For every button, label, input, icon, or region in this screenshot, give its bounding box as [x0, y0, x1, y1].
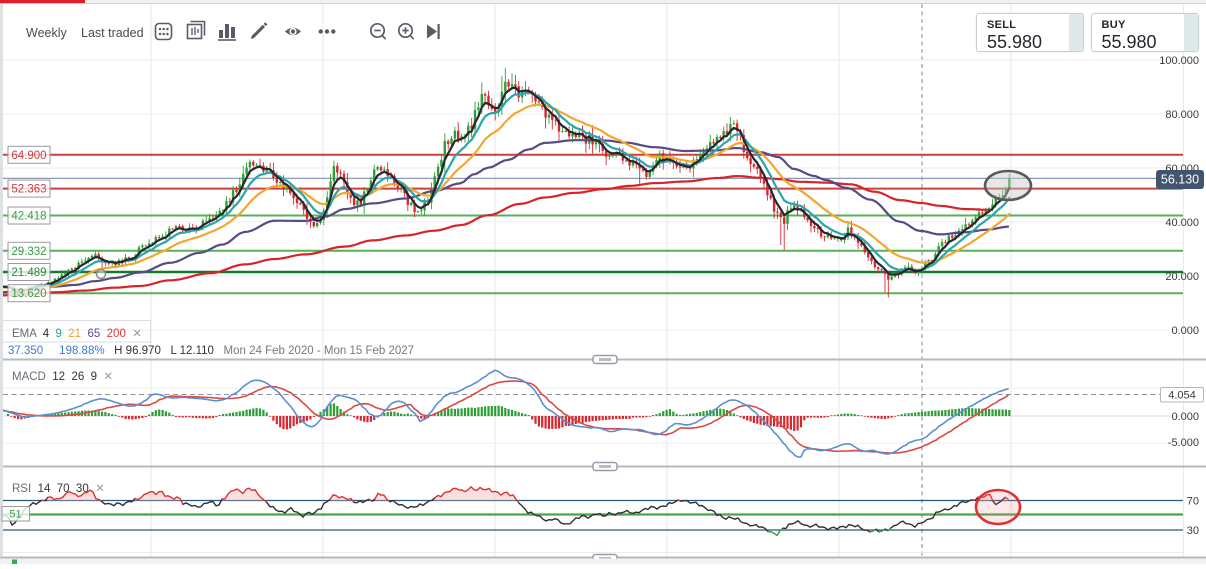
svg-text:29.332: 29.332	[11, 246, 46, 258]
svg-text:20.000: 20.000	[1165, 271, 1199, 283]
svg-text:80.000: 80.000	[1165, 109, 1199, 121]
svg-text:-5.000: -5.000	[1168, 437, 1199, 449]
svg-text:4.054: 4.054	[1168, 390, 1196, 402]
svg-text:52.363: 52.363	[11, 184, 46, 196]
svg-text:21.489: 21.489	[11, 267, 46, 279]
svg-text:70: 70	[1187, 495, 1199, 507]
svg-text:13.620: 13.620	[11, 288, 46, 300]
svg-text:64.900: 64.900	[11, 150, 46, 162]
svg-text:42.418: 42.418	[11, 211, 46, 223]
svg-text:51: 51	[9, 509, 21, 521]
svg-text:0.000: 0.000	[1171, 325, 1199, 337]
svg-text:56.130: 56.130	[1161, 173, 1199, 187]
svg-text:40.000: 40.000	[1165, 217, 1199, 229]
svg-text:100.000: 100.000	[1159, 55, 1199, 67]
svg-text:30: 30	[1187, 525, 1199, 537]
svg-text:0.000: 0.000	[1171, 411, 1199, 423]
